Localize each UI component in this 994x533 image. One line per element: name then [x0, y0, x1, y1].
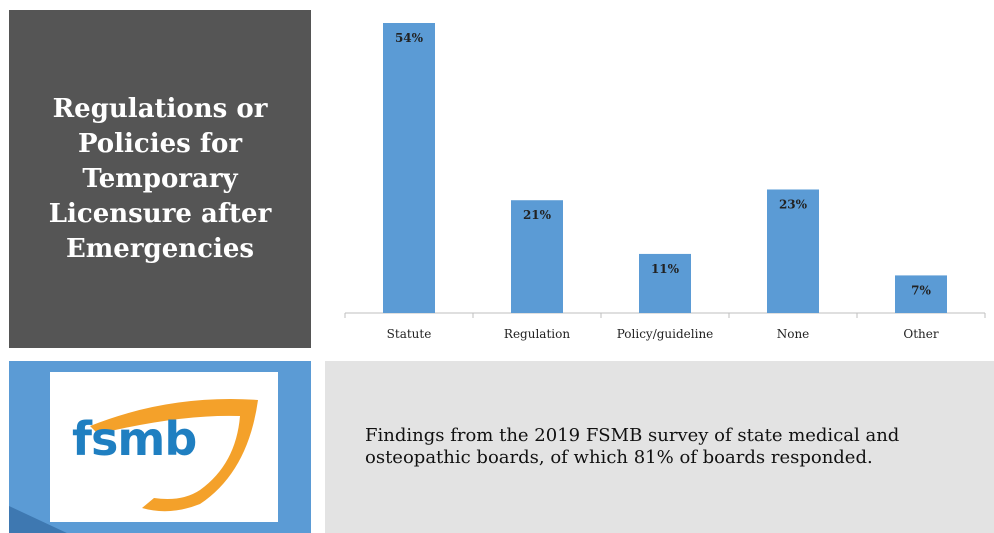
bar-other: [895, 275, 947, 313]
bar-statute: [383, 23, 435, 313]
x-tick-label: Policy/guideline: [617, 327, 714, 341]
x-tick-label: Other: [903, 327, 938, 341]
logo-panel: fsmb: [9, 361, 311, 533]
x-tick-label: Statute: [387, 327, 432, 341]
data-label: 21%: [523, 208, 552, 222]
bar-none: [767, 189, 819, 313]
x-tick-label: None: [777, 327, 810, 341]
caption-panel: Findings from the 2019 FSMB survey of st…: [325, 361, 994, 533]
logo-card: fsmb: [50, 372, 278, 522]
x-tick-label: Regulation: [504, 327, 570, 341]
fsmb-shield-icon: [90, 399, 258, 512]
bar-regulation: [511, 200, 563, 313]
data-label: 7%: [911, 283, 931, 297]
fsmb-logo-text: fsmb: [72, 412, 197, 466]
data-label: 23%: [779, 197, 808, 211]
data-label: 54%: [395, 31, 424, 45]
chart-title: Regulations or Policies for Temporary Li…: [48, 93, 272, 264]
title-panel: Regulations or Policies for Temporary Li…: [9, 10, 311, 348]
bar-chart-svg: 54% Statute 21% Regulation 11% Policy/guideli…: [344, 23, 986, 341]
survey-caption: Findings from the 2019 FSMB survey of st…: [365, 425, 900, 468]
bar-chart: 54% Statute 21% Regulation 11% Policy/guideli…: [320, 0, 994, 350]
data-label: 11%: [651, 262, 680, 276]
bar-policy-guideline: [639, 253, 691, 313]
